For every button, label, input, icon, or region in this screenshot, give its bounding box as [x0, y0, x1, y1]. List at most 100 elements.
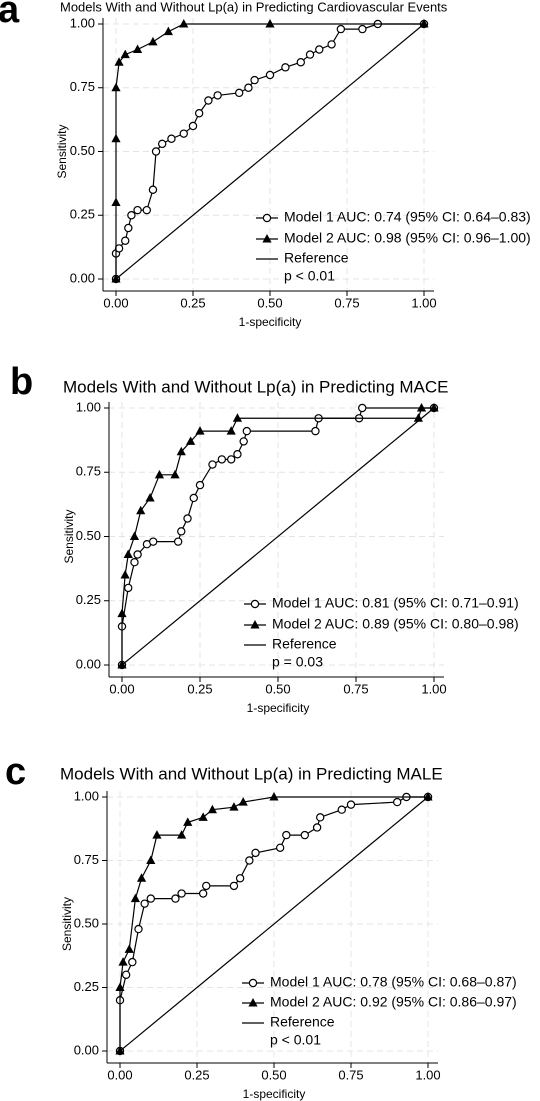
roc-line	[121, 407, 435, 666]
roc-point	[130, 558, 139, 567]
y-tick-label: 0.75	[74, 852, 99, 867]
roc-point	[127, 211, 136, 220]
roc-point	[120, 49, 130, 59]
chart-title: Models With and Without Lp(a) in Predict…	[60, 764, 443, 783]
y-tick-label: 0.75	[76, 464, 101, 479]
roc-point	[250, 75, 259, 85]
roc-point	[124, 223, 133, 233]
x-tick-label: 0.00	[109, 681, 134, 696]
y-axis-label: Sensitivity	[55, 124, 69, 178]
x-tick-label: 0.75	[343, 681, 368, 696]
roc-point	[208, 460, 217, 469]
roc-point	[170, 469, 180, 479]
roc-point	[124, 944, 134, 953]
legend-label: Reference	[270, 1014, 335, 1030]
roc-point	[316, 813, 325, 822]
roc-point	[245, 856, 254, 865]
y-tick-label: 0.50	[70, 143, 95, 158]
roc-point	[244, 83, 253, 92]
roc-point	[265, 19, 275, 28]
x-tick-label: 0.75	[338, 1067, 363, 1082]
roc-point	[198, 889, 208, 898]
x-tick-label: 1.00	[415, 1067, 440, 1082]
y-tick-label: 0.25	[76, 592, 101, 607]
roc-point	[226, 426, 236, 435]
roc-point	[151, 147, 161, 156]
roc-point	[154, 469, 165, 479]
x-tick-label: 0.00	[103, 295, 128, 310]
roc-point	[133, 550, 142, 559]
x-tick-label: 0.50	[261, 1067, 286, 1082]
x-axis-label: 1-specificity	[243, 1087, 306, 1101]
roc-point	[157, 139, 167, 149]
roc-point	[282, 830, 291, 840]
roc-point	[142, 205, 151, 215]
roc-point	[358, 24, 367, 34]
roc-point	[346, 800, 356, 809]
y-axis-label: Sensitivity	[62, 509, 76, 563]
roc-point	[296, 58, 305, 67]
roc-point	[148, 36, 158, 46]
roc-point	[171, 894, 180, 903]
roc-point	[239, 437, 248, 446]
roc-point	[189, 493, 198, 503]
y-tick-label: 0.00	[70, 270, 95, 285]
roc-point	[337, 805, 346, 814]
roc-point	[183, 514, 192, 523]
legend-marker	[248, 998, 258, 1007]
y-axis-label: Sensitivity	[60, 897, 74, 951]
y-tick-label: 0.75	[70, 79, 95, 94]
roc-point	[132, 44, 143, 53]
roc-point	[195, 426, 205, 435]
roc-point	[311, 426, 320, 436]
legend-label: Reference	[272, 636, 337, 652]
roc-point	[269, 792, 279, 801]
roc-point	[242, 426, 251, 436]
roc-point	[179, 129, 188, 138]
roc-point	[281, 63, 290, 72]
chart-title: Models With and Without Lp(a) in Predict…	[60, 0, 448, 14]
roc-point	[176, 446, 186, 456]
y-tick-label: 0.25	[74, 979, 99, 994]
roc-point	[130, 893, 140, 903]
roc-point	[111, 133, 121, 143]
roc-point	[124, 583, 133, 593]
roc-point	[305, 50, 315, 59]
roc-point	[183, 817, 193, 826]
y-tick-label: 0.00	[74, 1042, 99, 1057]
roc-point	[121, 236, 130, 245]
x-tick-label: 0.25	[180, 295, 205, 310]
annotation: p = 0.03	[272, 654, 323, 670]
roc-point	[194, 109, 204, 118]
x-tick-label: 0.50	[257, 295, 282, 310]
roc-point	[114, 57, 124, 66]
roc-point	[145, 492, 155, 502]
legend-label: Reference	[284, 250, 349, 266]
x-axis-label: 1-specificity	[239, 315, 302, 329]
roc-point	[416, 403, 427, 412]
roc-point	[148, 185, 158, 194]
roc-point	[121, 970, 131, 980]
roc-point	[275, 843, 285, 853]
panel-letter: b	[10, 361, 33, 403]
x-tick-label: 0.25	[187, 681, 212, 696]
roc-point	[229, 881, 239, 891]
roc-point	[232, 413, 243, 422]
roc-point	[118, 957, 128, 966]
roc-point	[134, 924, 143, 934]
roc-point	[251, 848, 260, 858]
roc-point	[146, 855, 156, 864]
roc-point	[173, 537, 183, 546]
roc-point	[179, 19, 189, 28]
roc-point	[358, 403, 367, 413]
y-tick-label: 0.00	[76, 656, 101, 671]
roc-line	[115, 23, 425, 280]
panel-letter: a	[0, 0, 20, 31]
roc-point	[235, 874, 245, 883]
legend-label: Model 2 AUC: 0.92 (95% CI: 0.86–0.97)	[270, 994, 517, 1010]
x-tick-label: 0.50	[265, 681, 290, 696]
roc-point	[204, 96, 213, 105]
x-tick-label: 0.00	[107, 1067, 132, 1082]
roc-point	[229, 802, 239, 811]
roc-point	[136, 505, 146, 515]
